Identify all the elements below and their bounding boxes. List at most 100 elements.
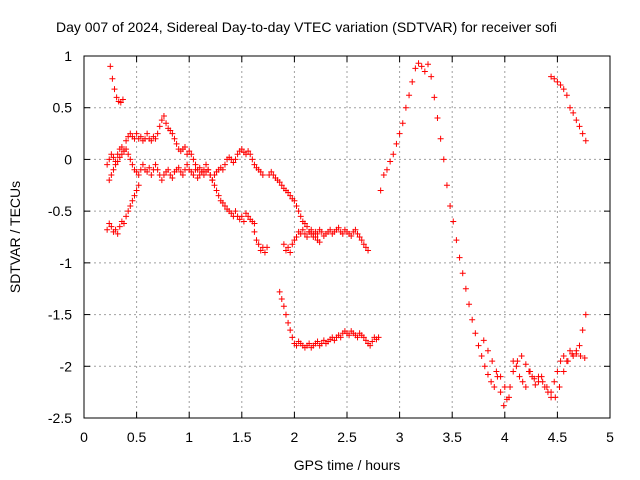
data-point <box>268 168 275 175</box>
data-point <box>377 187 384 194</box>
data-point <box>543 383 550 390</box>
data-point <box>243 210 250 217</box>
data-point <box>139 161 146 168</box>
data-point <box>169 175 176 182</box>
x-tick-label: 4 <box>501 429 509 445</box>
data-point <box>582 137 589 144</box>
data-point <box>148 171 155 178</box>
data-point <box>421 68 428 75</box>
series-arc-a-upper <box>107 63 126 106</box>
data-point <box>259 171 266 178</box>
data-point <box>570 109 577 116</box>
data-point <box>390 151 397 158</box>
data-point <box>573 347 580 354</box>
data-point <box>437 135 444 142</box>
x-axis-label: GPS time / hours <box>294 457 401 473</box>
data-point <box>304 223 311 230</box>
data-point <box>110 154 117 161</box>
data-point <box>393 140 400 147</box>
data-point <box>152 135 159 142</box>
data-point <box>531 375 538 382</box>
data-point <box>116 223 123 230</box>
data-point <box>564 358 571 365</box>
data-point <box>367 342 374 349</box>
data-point <box>532 381 539 388</box>
data-point <box>113 94 120 101</box>
data-point <box>106 156 113 163</box>
y-tick-label: 0 <box>64 151 72 167</box>
data-point <box>289 241 296 248</box>
data-point <box>209 177 216 184</box>
data-point <box>383 166 390 173</box>
x-tick-label: 0.5 <box>127 429 147 445</box>
data-point <box>205 166 212 173</box>
data-point <box>251 228 258 235</box>
y-tick-label: -2.5 <box>48 410 72 426</box>
data-point <box>133 130 140 137</box>
data-point <box>481 363 488 370</box>
data-point <box>453 237 460 244</box>
data-point <box>163 120 170 127</box>
data-point <box>320 337 327 344</box>
data-point <box>358 237 365 244</box>
data-point <box>165 166 172 173</box>
data-point <box>270 171 277 178</box>
data-point <box>354 334 361 341</box>
data-point <box>232 156 239 163</box>
x-axis: 0 0.5 1 1.5 2 2.5 3 3.5 4 4.5 5 <box>80 56 614 445</box>
data-point <box>459 270 466 277</box>
data-point <box>522 383 529 390</box>
data-point <box>240 218 247 225</box>
data-point <box>282 311 289 318</box>
data-point <box>339 230 346 237</box>
data-point <box>108 151 115 158</box>
data-point <box>548 73 555 80</box>
data-point <box>554 368 561 375</box>
data-point <box>158 117 165 124</box>
data-point <box>552 394 559 401</box>
data-point <box>203 161 210 168</box>
data-point <box>308 226 315 233</box>
data-point <box>276 179 283 186</box>
data-point <box>301 230 308 237</box>
data-point <box>107 63 114 70</box>
data-point <box>335 224 342 231</box>
data-point <box>123 213 130 220</box>
y-tick-label: -1 <box>60 255 73 271</box>
data-point <box>548 389 555 396</box>
data-point <box>576 123 583 130</box>
data-point <box>117 99 124 106</box>
data-point <box>127 202 134 209</box>
data-point <box>177 168 184 175</box>
data-point <box>285 319 292 326</box>
data-point <box>295 208 302 215</box>
data-point <box>425 61 432 68</box>
data-point <box>221 161 228 168</box>
data-point <box>167 171 174 178</box>
data-point <box>539 378 546 385</box>
data-point <box>312 234 319 240</box>
data-point <box>181 144 188 151</box>
x-tick-label: 3.5 <box>442 429 462 445</box>
x-tick-label: 3 <box>396 429 404 445</box>
data-point <box>360 334 367 341</box>
data-point <box>431 94 438 101</box>
data-point <box>362 244 369 251</box>
data-point <box>186 148 193 155</box>
data-point <box>238 146 245 153</box>
data-point <box>152 161 159 168</box>
data-point <box>287 192 294 199</box>
data-point <box>428 73 435 80</box>
y-tick-label: 0.5 <box>53 100 73 116</box>
data-point <box>247 151 254 158</box>
data-point <box>518 352 525 359</box>
x-tick-label: 4.5 <box>548 429 568 445</box>
data-point <box>238 213 245 220</box>
series-arc-c <box>106 146 258 227</box>
series-arc-f <box>280 226 323 256</box>
data-point <box>173 140 180 147</box>
data-point <box>348 232 355 239</box>
data-point <box>415 60 422 67</box>
data-point <box>337 334 344 341</box>
